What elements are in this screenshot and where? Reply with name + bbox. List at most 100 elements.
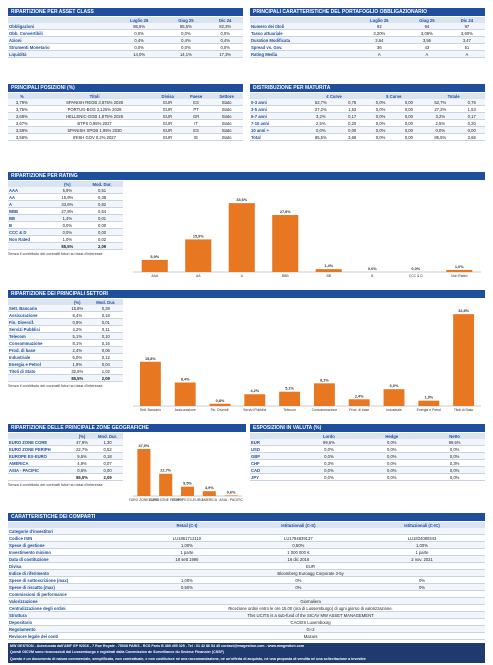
table-cell: 85,5% xyxy=(302,133,339,141)
table-cell: EUR xyxy=(153,99,183,106)
bar-chart: 15,8% Sett. Bancario 8,4% Assicurazione 0,8%… xyxy=(133,309,481,412)
table-cell: 92 xyxy=(353,23,406,30)
table-cell: 0-3 anni xyxy=(250,99,303,106)
zones-section: RIPARTIZIONE DELLE PRINCIPALE ZONE GEOGR… xyxy=(8,424,246,508)
table-cell: 0,50% xyxy=(237,541,359,549)
table-cell: SPANISH SPGB 1,95% 2030 xyxy=(35,126,154,134)
table-cell: BTPS 0,95% 2027 xyxy=(35,119,154,127)
total-cell: 85,5% xyxy=(71,473,93,481)
table-cell: 3,09% xyxy=(405,29,449,37)
group-header: $ Curve xyxy=(365,93,423,99)
table-cell: Indice di riferimento xyxy=(8,569,137,577)
value-label: 15,9% xyxy=(193,234,204,238)
table-cell: 1,53 xyxy=(458,105,485,113)
table-cell: Liquidità xyxy=(8,50,114,58)
table-cell: 1,0% xyxy=(53,235,82,243)
table-cell: Stato xyxy=(210,105,243,113)
table-cell: 0,4% xyxy=(113,36,165,44)
table-row: AA 15,9% 0,38 xyxy=(8,193,123,201)
table-cell: 8,4% xyxy=(65,311,89,319)
table-wrap: (%) Mod. Dur. Sett. Bancario 15,8% 0,28 Assic… xyxy=(8,299,123,388)
table-row: 10 anni +0,0% 0,00 0,0% 0,00 0,0% 0,00 xyxy=(250,126,485,134)
total-label xyxy=(8,374,66,382)
table-cell: 3,67% xyxy=(8,119,36,127)
table-cell: A xyxy=(8,200,54,208)
table-cell: 0,50% xyxy=(136,583,238,591)
table-cell: Valorizzazione xyxy=(8,597,137,605)
header-row: % Titoli Divisa Paese Settore xyxy=(8,93,243,99)
table-row: Spread vs. Gov. 36 43 51 xyxy=(250,43,485,51)
column-header: Settore xyxy=(210,93,243,99)
bar-chart: 47,9% EURO ZONE CORE 22,7% EURO ZONE PERIPH… xyxy=(128,444,243,502)
x-tick-label: ASIA - PACIFIC xyxy=(219,498,243,502)
table-row: Categorie d'investitori xyxy=(8,528,485,535)
table-cell: Stato xyxy=(210,112,243,120)
column-header: Mod. Dur. xyxy=(88,299,123,305)
table-cell: 1,4% xyxy=(53,214,82,222)
x-tick-label: AMERICA xyxy=(202,498,218,502)
table-cell: 7-10 anni xyxy=(250,119,303,127)
footer-line: Questi OICVM sono riconosciuti dal Lusse… xyxy=(10,650,224,655)
column-header: Retail (C-I) xyxy=(136,522,238,528)
bar xyxy=(383,389,405,406)
corner-cell xyxy=(8,433,72,439)
table-cell: 3-5 anni xyxy=(250,105,303,113)
table-row: Data di costituzione 18 sett 1995 16 dic 2… xyxy=(8,555,485,563)
table-row: Struttura This UCITS is a sub-fund of the… xyxy=(8,611,485,619)
table-cell: IE xyxy=(182,133,211,141)
table-cell: 32,8% xyxy=(65,367,89,375)
table-wrap: € Curve $ Curve Totale 0-3 anni 52,7% 0,76 0,0… xyxy=(250,93,485,141)
x-tick-label: Telecom xyxy=(283,408,296,412)
positions-section: PRINCIPALI POSIZIONI (%)% Titoli Divisa Pae… xyxy=(8,84,243,166)
table-row: Tasso attuariale 3,20% 3,09% 3,60% xyxy=(250,29,485,37)
data-table: (%) Mod. Dur. AAA 5,9% 0,51 AA 15,9% 0,38 A 33,6%… xyxy=(8,181,123,250)
header-row: (%) Mod. Dur. xyxy=(8,433,123,439)
value-label: 8,1% xyxy=(320,378,329,382)
table-cell: 3,68% xyxy=(8,112,36,120)
x-tick-label: Non Rated xyxy=(451,274,467,278)
table-cell: 0,00 xyxy=(395,112,423,120)
column-header: Paese xyxy=(182,93,211,99)
column-header: Netto xyxy=(424,433,485,439)
table-cell: EUR xyxy=(153,112,183,120)
corner-cell xyxy=(8,299,66,305)
table-row: EURO ZONE PERIPH 22,7% 0,52 xyxy=(8,445,123,453)
table-cell: 0,18 xyxy=(88,311,123,319)
table-row: Azioni 0,4% 0,4% 0,4% xyxy=(8,36,243,44)
table-cell: EUR xyxy=(153,105,183,113)
table-cell: 0,17 xyxy=(338,112,366,120)
table-row: Revisore legale dei conti Mazars xyxy=(8,632,485,640)
table-cell: 0,4% xyxy=(164,36,208,44)
table-cell: 0,0% xyxy=(359,459,425,467)
x-tick-label: EURO ZONE CORE xyxy=(129,498,160,502)
x-tick-label: Sett. Bancario xyxy=(140,408,161,412)
column-header: (%) xyxy=(53,181,82,187)
bar xyxy=(313,383,335,406)
table-cell: 0,0% xyxy=(298,466,360,474)
column-header: Giug 25 xyxy=(405,17,449,23)
footer-line: MW GESTION - Autorizzata dall'AMF GP 920… xyxy=(10,644,305,648)
table-cell: ES xyxy=(182,99,211,106)
bar xyxy=(272,215,299,272)
data-table: Retail (C-I) Istituzionali (C-S) Istituzio… xyxy=(8,522,485,640)
x-tick-label: Fin. Diversif. xyxy=(211,408,230,412)
value-label: 0,0% xyxy=(411,267,420,271)
table-cell: Divisa xyxy=(8,562,137,570)
table-cell: 0,0% xyxy=(359,439,425,446)
table-cell: 2 nov. 2021 xyxy=(358,555,485,563)
header-row: Retail (C-I) Istituzionali (C-S) Istituzio… xyxy=(8,522,485,528)
total-row: 85,5% 2,09 xyxy=(8,473,123,481)
table-cell: 0,0% xyxy=(365,99,396,106)
table-cell: A xyxy=(405,50,449,58)
table-cell: 2,5% xyxy=(302,119,339,127)
table-cell: 0,16 xyxy=(88,339,123,347)
x-tick-label: CCC & D xyxy=(409,274,423,278)
table-row: Servizi Pubblici 4,2% 0,11 xyxy=(8,325,123,333)
table-cell: 3,60% xyxy=(448,29,485,37)
bar-chart: 5,9% AAA 15,9% AA 33,6% A 27,8% BBB 1,4% BB 0,0% B 0… xyxy=(133,198,481,278)
bar xyxy=(141,259,168,272)
table-cell: 0,01 xyxy=(81,214,123,222)
table-cell: CCC & D xyxy=(8,228,54,236)
table-cell: 0,0% xyxy=(298,473,360,481)
